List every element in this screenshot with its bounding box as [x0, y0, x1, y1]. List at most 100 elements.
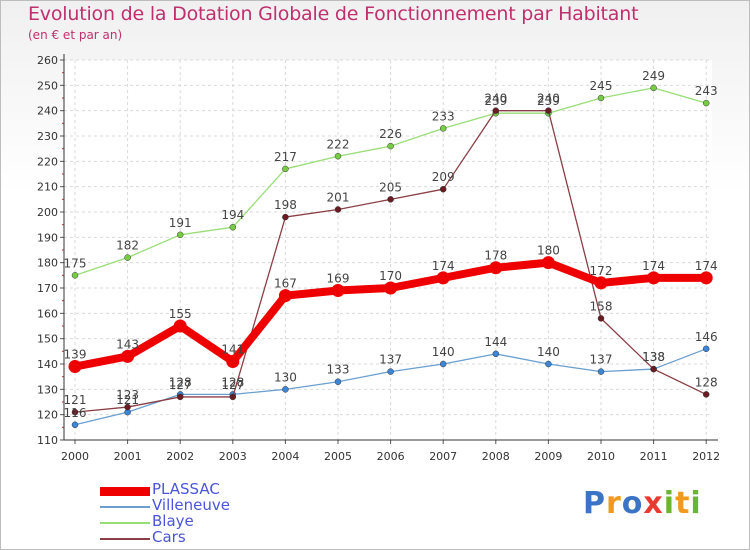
data-label-cars: 127: [221, 378, 244, 392]
y-tick-label: 250: [37, 79, 58, 92]
data-point-plassac: [121, 349, 135, 363]
data-point-blaye: [650, 84, 657, 92]
legend-swatch-cars: [100, 538, 150, 540]
data-point-plassac: [647, 271, 661, 285]
data-point-plassac: [331, 284, 345, 298]
y-tick-label: 230: [37, 130, 58, 143]
legend-label-villeneuve: Villeneuve: [152, 496, 231, 514]
data-label-villeneuve: 140: [537, 345, 560, 359]
data-label-blaye: 191: [169, 216, 192, 230]
data-point-blaye: [387, 142, 394, 150]
data-point-cars: [702, 391, 710, 398]
logo-letter: i: [663, 486, 676, 521]
data-point-plassac: [226, 354, 240, 368]
legend-swatch-plassac: [100, 486, 150, 496]
data-label-villeneuve: 138: [642, 350, 665, 364]
y-tick-label: 170: [37, 282, 58, 295]
data-point-blaye: [439, 125, 447, 132]
y-tick-label: 150: [37, 333, 58, 346]
legend-label-plassac: PLASSAC: [152, 480, 220, 498]
x-tick-label: 2006: [377, 450, 405, 463]
data-point-villeneuve: [545, 360, 552, 368]
data-label-villeneuve: 130: [274, 370, 297, 384]
data-label-blaye: 217: [274, 150, 297, 164]
data-label-plassac: 174: [432, 259, 455, 273]
logo-letter: o: [621, 486, 644, 521]
x-tick-label: 2008: [482, 450, 510, 463]
data-label-cars: 198: [274, 198, 297, 212]
data-label-blaye: 245: [590, 79, 613, 93]
data-label-cars: 205: [379, 180, 402, 194]
data-label-villeneuve: 146: [695, 330, 718, 344]
data-label-cars: 128: [695, 375, 718, 389]
data-point-plassac: [489, 261, 503, 275]
data-label-blaye: 182: [116, 239, 139, 253]
data-point-blaye: [176, 231, 184, 239]
data-point-blaye: [597, 94, 605, 102]
data-label-cars: 138: [642, 350, 665, 364]
data-label-blaye: 233: [432, 109, 455, 123]
data-point-blaye: [229, 223, 237, 231]
logo-letter: i: [690, 486, 702, 521]
chart-title: Evolution de la Dotation Globale de Fonc…: [28, 3, 639, 25]
data-label-cars: 158: [590, 299, 613, 313]
legend-swatch-villeneuve: [100, 506, 150, 508]
x-tick-label: 2003: [219, 450, 247, 463]
logo-letter: t: [675, 486, 691, 521]
x-tick-label: 2012: [692, 450, 720, 463]
data-point-cars: [650, 365, 657, 373]
data-label-villeneuve: 121: [116, 393, 139, 407]
y-tick-label: 130: [37, 383, 58, 396]
x-tick-label: 2004: [271, 450, 299, 463]
data-point-villeneuve: [597, 368, 605, 375]
y-tick-label: 160: [37, 307, 58, 320]
y-tick-label: 180: [37, 257, 58, 270]
logo-letter: P: [583, 486, 606, 521]
logo-letter: r: [606, 486, 622, 521]
data-point-villeneuve: [334, 378, 342, 385]
x-tick-label: 2010: [587, 450, 615, 463]
y-tick-label: 220: [37, 155, 58, 168]
data-label-plassac: 167: [274, 277, 297, 291]
chart-subtitle: (en € et par an): [28, 28, 123, 42]
data-label-cars: 240: [537, 92, 560, 106]
data-label-villeneuve: 133: [327, 363, 350, 377]
data-point-cars: [439, 185, 447, 193]
data-point-cars: [387, 196, 394, 203]
y-tick-label: 120: [37, 409, 58, 422]
data-label-villeneuve: 144: [484, 335, 507, 349]
data-point-cars: [124, 403, 131, 411]
legend-item-villeneuve: Villeneuve: [100, 496, 320, 515]
data-label-cars: 127: [169, 378, 192, 392]
data-point-cars: [71, 408, 79, 416]
data-label-plassac: 155: [169, 307, 192, 321]
legend-item-cars: Cars: [100, 529, 320, 547]
x-tick-label: 2005: [324, 450, 352, 463]
data-label-blaye: 243: [695, 84, 718, 98]
y-tick-label: 210: [37, 181, 58, 194]
data-point-plassac: [384, 281, 398, 295]
data-point-plassac: [278, 289, 292, 303]
data-label-blaye: 194: [221, 208, 244, 222]
y-tick-label: 190: [37, 231, 58, 244]
data-label-villeneuve: 128: [221, 375, 244, 389]
y-tick-label: 240: [37, 105, 58, 118]
y-tick-label: 110: [37, 434, 58, 447]
data-point-villeneuve: [282, 386, 289, 393]
x-tick-label: 2011: [640, 450, 668, 463]
data-label-blaye: 226: [379, 127, 402, 141]
y-tick-label: 140: [37, 358, 58, 371]
data-label-blaye: 175: [64, 256, 87, 270]
legend-swatch-blaye: [100, 522, 150, 524]
data-label-cars: 209: [432, 170, 455, 184]
proxiti-logo: Proxiti: [583, 486, 702, 521]
plot-area: [64, 60, 712, 440]
data-label-cars: 123: [116, 388, 139, 402]
data-point-villeneuve: [702, 345, 710, 353]
data-point-cars: [176, 393, 184, 401]
data-point-villeneuve: [492, 350, 500, 358]
data-label-cars: 121: [64, 393, 87, 407]
data-point-cars: [334, 206, 342, 213]
data-point-plassac: [173, 319, 187, 333]
data-label-cars: 240: [484, 92, 507, 106]
